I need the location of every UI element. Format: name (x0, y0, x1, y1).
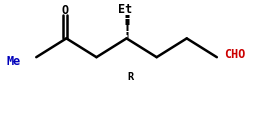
Text: O: O (61, 4, 68, 17)
Text: Me: Me (7, 55, 21, 68)
Text: R: R (128, 72, 134, 82)
Text: CHO: CHO (224, 48, 245, 61)
Text: Et: Et (118, 2, 132, 15)
